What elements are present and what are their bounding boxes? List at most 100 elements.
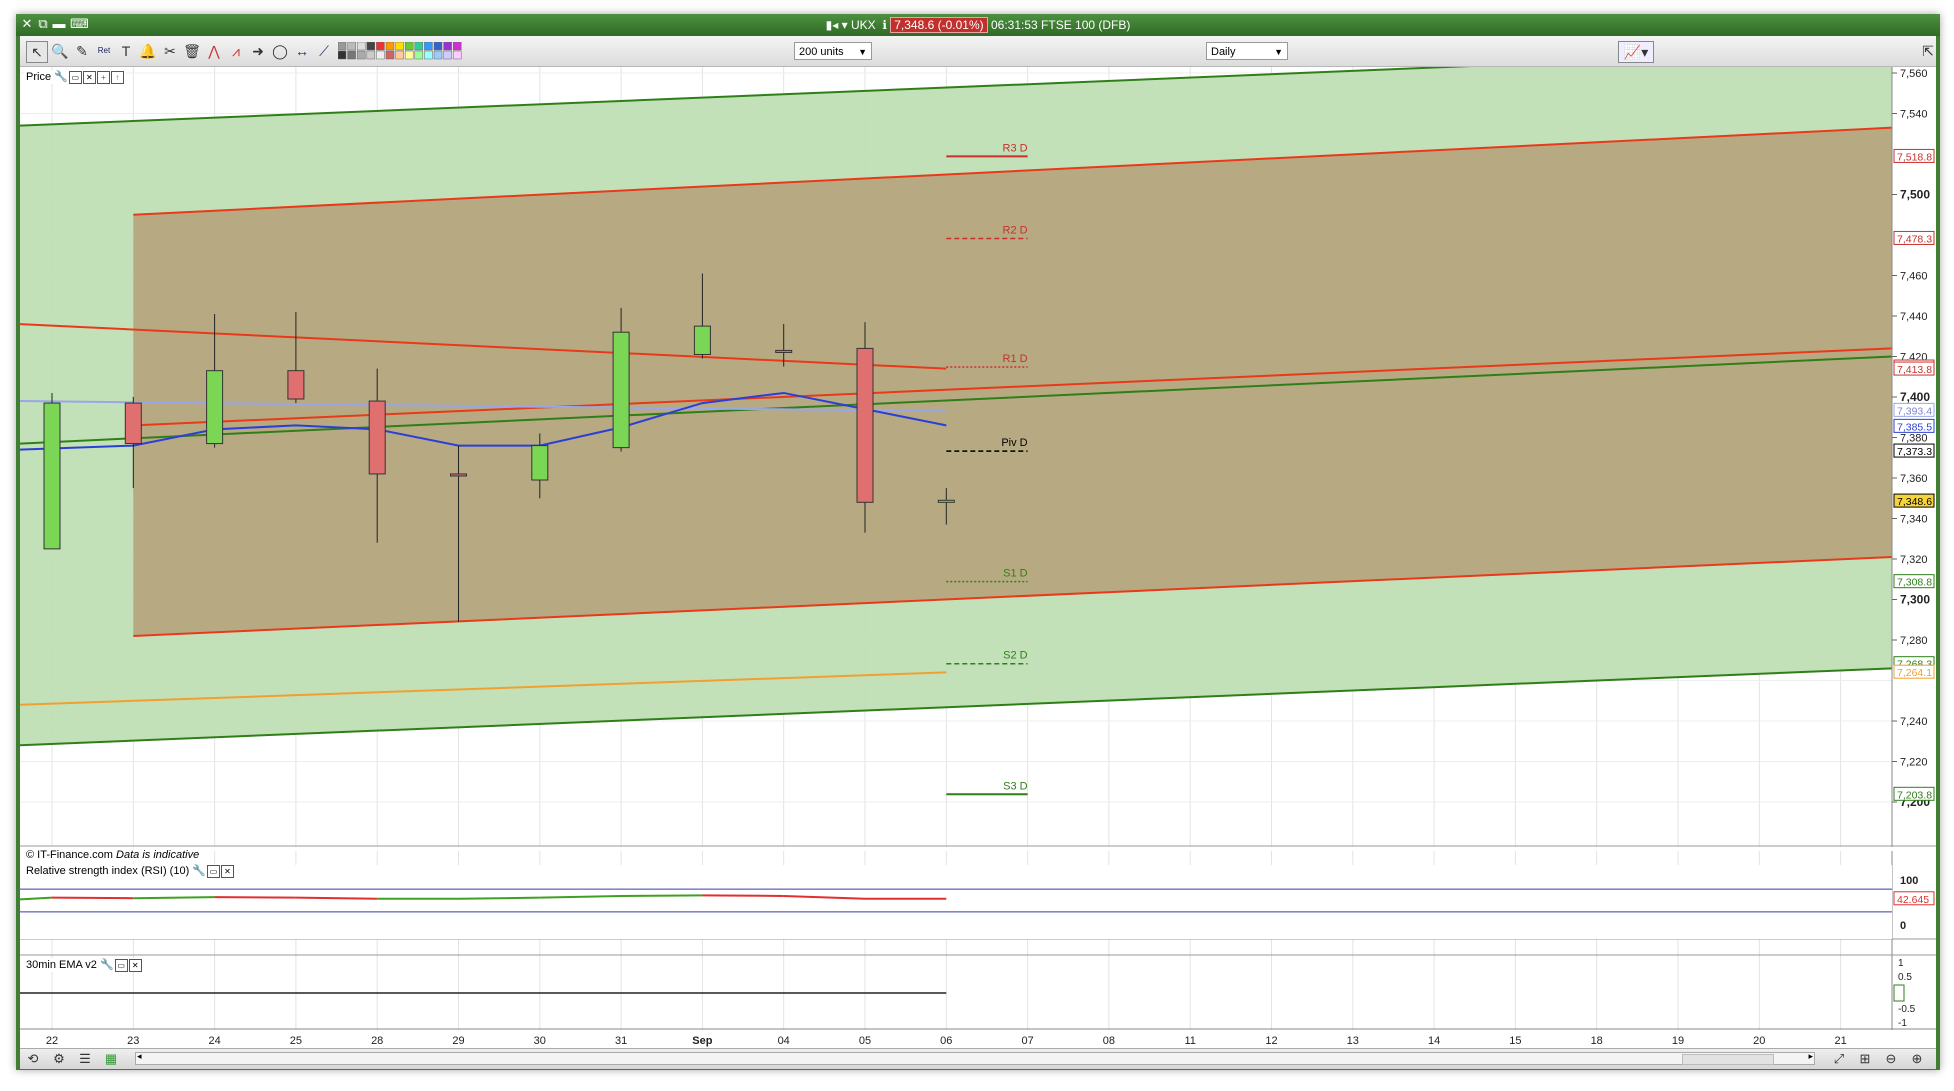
color-swatch[interactable] bbox=[433, 42, 443, 51]
maximize-icon[interactable]: ▭ bbox=[68, 70, 82, 84]
color-swatch[interactable] bbox=[452, 50, 462, 60]
chart-area[interactable]: R3 D R2 D R1 D Piv D S1 D S2 D S3 D 7,560 7,540 7… bbox=[20, 67, 1936, 1048]
alert-bell-icon[interactable]: 🔔 bbox=[139, 43, 157, 59]
table-icon[interactable]: ▦ bbox=[104, 1051, 118, 1066]
trash-icon[interactable]: 🗑 bbox=[183, 43, 201, 59]
maximize-icon[interactable]: ▭ bbox=[207, 864, 220, 878]
magnifier-icon[interactable]: 🔍 bbox=[51, 43, 69, 59]
keyboard-icon[interactable]: ⌨ bbox=[70, 16, 89, 31]
arrow-icon[interactable]: ➜ bbox=[252, 43, 264, 59]
wrench-icon[interactable]: 🔧 bbox=[192, 865, 206, 877]
indicators-icon[interactable]: 📈▾ bbox=[1618, 41, 1654, 63]
color-swatch[interactable] bbox=[452, 42, 462, 51]
color-swatch[interactable] bbox=[443, 42, 452, 51]
rsi-segment bbox=[51, 896, 134, 900]
price-tag-label: 7,385.5 bbox=[1897, 421, 1932, 433]
price-tag-label: 7,264.1 bbox=[1897, 667, 1932, 679]
price-tag-box bbox=[1893, 230, 1935, 245]
x-tick-label: 28 bbox=[371, 1035, 383, 1047]
trendline-icon[interactable]: ⋀ bbox=[208, 43, 220, 59]
color-swatch[interactable] bbox=[366, 50, 376, 60]
color-swatch[interactable] bbox=[404, 42, 414, 51]
zoom-in-icon[interactable]: ⊕ bbox=[1911, 1051, 1923, 1066]
minimize-icon[interactable]: ▬ bbox=[52, 16, 66, 31]
color-swatch[interactable] bbox=[376, 42, 385, 51]
color-swatch[interactable] bbox=[414, 50, 424, 60]
diagonal-line-icon[interactable]: ⟋ bbox=[319, 43, 329, 59]
color-swatch[interactable] bbox=[404, 50, 414, 60]
add-icon[interactable]: + bbox=[96, 70, 110, 84]
color-swatch[interactable] bbox=[395, 42, 404, 51]
size-select[interactable]: 200 units ▼ bbox=[794, 42, 872, 60]
ema-panel-header: 30min EMA v2 🔧 ▭ ✕ bbox=[24, 958, 144, 972]
wrench-icon[interactable]: 🔧 bbox=[99, 959, 114, 971]
ema-tick-label: 0.5 bbox=[1898, 972, 1912, 983]
close-panel-icon[interactable]: ✕ bbox=[221, 864, 234, 878]
time-scrollbar[interactable]: ◂ ▸ bbox=[135, 1051, 1815, 1065]
copyright-text: © IT-Finance.com bbox=[26, 849, 113, 861]
restore-icon[interactable]: ⧉ bbox=[38, 16, 48, 31]
chart-type-icon[interactable]: ⟲ bbox=[27, 1051, 39, 1066]
close-icon[interactable]: ✕ bbox=[21, 16, 33, 31]
color-swatch[interactable] bbox=[385, 42, 395, 51]
candle-body bbox=[43, 402, 61, 550]
scroll-right-icon[interactable]: ▸ bbox=[1808, 1051, 1813, 1061]
color-palette[interactable] bbox=[338, 42, 466, 62]
x-tick-label: 29 bbox=[452, 1035, 464, 1047]
text-icon[interactable]: T bbox=[121, 43, 131, 59]
color-swatch[interactable] bbox=[385, 50, 395, 60]
color-swatch[interactable] bbox=[356, 50, 366, 60]
zoom-fit-icon[interactable]: ⊞ bbox=[1859, 1051, 1871, 1066]
detach-icon[interactable]: ⇱ bbox=[1922, 43, 1934, 59]
scroll-thumb[interactable] bbox=[1682, 1054, 1774, 1065]
x-tick-label: 07 bbox=[1021, 1035, 1033, 1047]
ellipse-icon[interactable]: ◯ bbox=[272, 43, 288, 59]
pointer-icon[interactable]: ↖ bbox=[26, 41, 48, 63]
color-swatch[interactable] bbox=[395, 50, 404, 60]
pivot-label: S3 D bbox=[1003, 780, 1028, 792]
rsi-segment bbox=[214, 896, 296, 899]
settings-icon[interactable]: ⚙ bbox=[53, 1051, 65, 1066]
color-swatch[interactable] bbox=[424, 50, 433, 60]
color-swatch[interactable] bbox=[356, 42, 366, 51]
cross-line-icon[interactable]: ↔ bbox=[295, 43, 309, 59]
draw-icon[interactable]: ✎ bbox=[76, 43, 88, 59]
rsi-label: Relative strength index (RSI) (10) bbox=[26, 865, 190, 877]
x-tick-label: 19 bbox=[1672, 1035, 1684, 1047]
wrench-icon[interactable]: 🔧 bbox=[54, 71, 68, 83]
color-swatch[interactable] bbox=[376, 50, 385, 60]
zoom-out-icon[interactable]: ⊖ bbox=[1885, 1051, 1897, 1066]
price-tick-label: 7,220 bbox=[1900, 757, 1928, 769]
color-swatch[interactable] bbox=[347, 50, 356, 60]
x-tick-label: 22 bbox=[46, 1035, 58, 1047]
deal-icon[interactable]: ▮◂ bbox=[825, 17, 839, 32]
price-tag-label: 7,348.6 bbox=[1897, 496, 1932, 508]
x-tick-label: 25 bbox=[290, 1035, 302, 1047]
close-panel-icon[interactable]: ✕ bbox=[82, 70, 96, 84]
candle-05 bbox=[856, 322, 874, 533]
scroll-left-icon[interactable]: ◂ bbox=[137, 1051, 142, 1061]
interval-select[interactable]: Daily ▼ bbox=[1206, 42, 1288, 60]
candle-22 bbox=[43, 392, 61, 550]
zoom-reset-icon[interactable]: ⤢ bbox=[1833, 1051, 1845, 1066]
color-swatch[interactable] bbox=[443, 50, 452, 60]
color-swatch[interactable] bbox=[338, 50, 347, 60]
color-swatch[interactable] bbox=[347, 42, 356, 51]
tools-icon[interactable]: ✂ bbox=[164, 43, 176, 59]
dropdown-icon[interactable]: ▾ bbox=[841, 17, 848, 32]
maximize-icon[interactable]: ▭ bbox=[114, 958, 128, 972]
color-swatch[interactable] bbox=[366, 42, 376, 51]
color-swatch[interactable] bbox=[414, 42, 424, 51]
move-up-icon[interactable]: ↑ bbox=[110, 70, 124, 84]
info-icon[interactable]: ℹ bbox=[882, 17, 887, 32]
x-tick-label: 30 bbox=[534, 1035, 546, 1047]
list-icon[interactable]: ☰ bbox=[79, 1051, 91, 1066]
color-swatch[interactable] bbox=[338, 42, 347, 51]
color-swatch[interactable] bbox=[433, 50, 443, 60]
zigzag-icon[interactable]: ⩘ bbox=[232, 43, 240, 59]
fibonacci-icon[interactable]: Ret bbox=[97, 46, 111, 55]
price-tick-label: 7,360 bbox=[1900, 473, 1928, 485]
color-swatch[interactable] bbox=[424, 42, 433, 51]
close-panel-icon[interactable]: ✕ bbox=[128, 958, 142, 972]
chart-canvas[interactable]: R3 D R2 D R1 D Piv D S1 D S2 D S3 D 7,560 7,540 7… bbox=[20, 67, 1936, 1048]
